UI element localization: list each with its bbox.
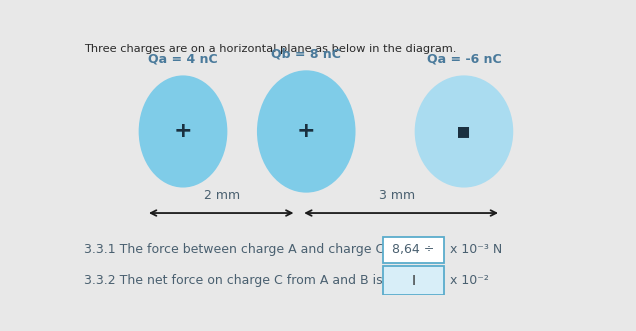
Text: 2 mm: 2 mm [204,189,240,202]
Text: ▪: ▪ [457,121,471,141]
Text: 8,64 ÷: 8,64 ÷ [392,244,434,257]
Text: 3.3.2 The net force on charge C from A and B is: 3.3.2 The net force on charge C from A a… [85,274,383,287]
Text: Qa = 4 nC: Qa = 4 nC [148,52,218,65]
Bar [383,266,444,295]
Text: +: + [297,121,315,141]
Text: Three charges are on a horizontal plane as below in the diagram.: Three charges are on a horizontal plane … [85,44,457,54]
Text: Qb = 8 nC: Qb = 8 nC [272,47,341,60]
Ellipse shape [139,75,228,188]
Text: Qa = -6 nC: Qa = -6 nC [427,52,501,65]
Ellipse shape [257,70,356,193]
Text: +: + [174,121,192,141]
Text: x 10⁻³ N: x 10⁻³ N [450,244,502,257]
Text: I: I [411,274,415,288]
Text: x 10⁻²: x 10⁻² [450,274,489,287]
Bar [383,237,444,263]
Text: 3.3.1 The force between charge A and charge C is: 3.3.1 The force between charge A and cha… [85,244,399,257]
Text: 3 mm: 3 mm [379,189,415,202]
Ellipse shape [415,75,513,188]
